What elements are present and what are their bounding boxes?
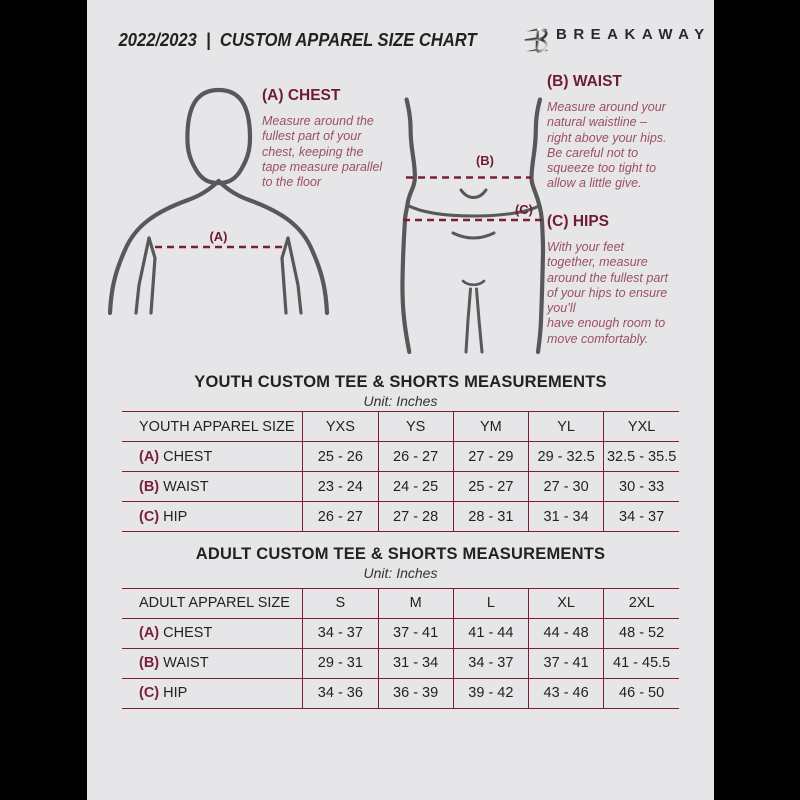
svg-text:(A): (A)	[209, 229, 227, 244]
svg-text:(B): (B)	[476, 153, 494, 168]
svg-text:(C): (C)	[515, 202, 533, 217]
